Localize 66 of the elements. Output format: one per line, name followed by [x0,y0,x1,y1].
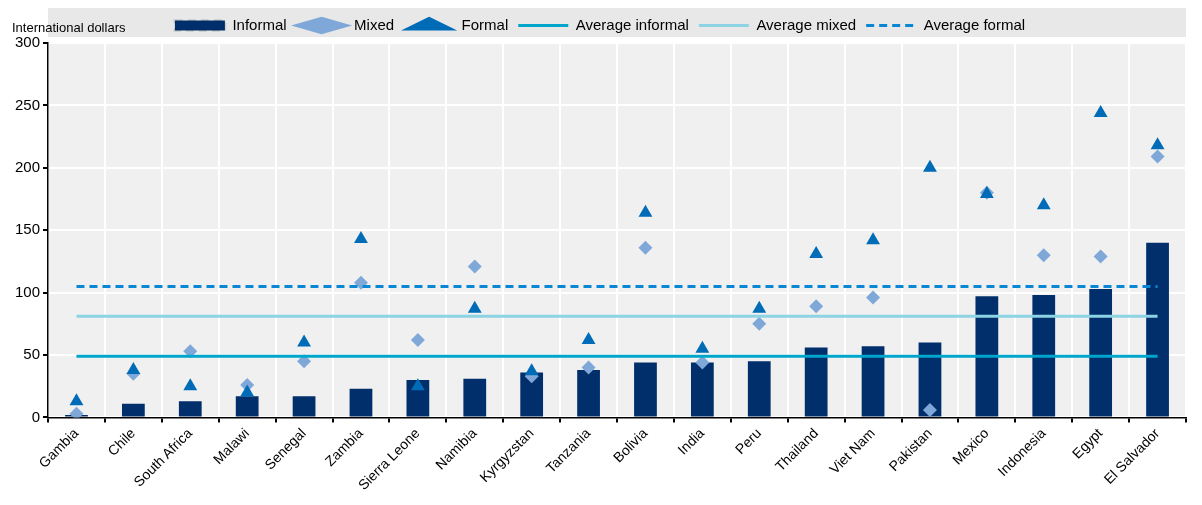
legend-label: Mixed [354,15,395,33]
point [638,240,653,255]
bar [122,403,145,417]
bar [918,342,942,417]
bar [178,401,202,417]
point [467,300,482,313]
point [69,406,84,418]
y-tick-label: 0 [31,407,41,425]
legend-label: Average formal [923,15,1026,33]
point [866,232,880,245]
point [922,402,937,417]
bar [804,347,828,417]
point [524,363,539,376]
point [923,159,937,172]
legend-label: Formal [461,15,509,33]
point [410,378,425,391]
bar [235,396,259,417]
point [752,300,767,313]
y-tick-label: 300 [15,33,41,51]
point [240,384,255,397]
point [1036,197,1051,210]
bar [577,370,600,417]
point [467,259,482,274]
point [353,275,368,290]
y-tick-label: 200 [15,157,41,175]
legend-label: Average informal [575,15,689,33]
point [638,204,653,217]
y-tick-label: 150 [15,220,41,238]
point [1093,104,1108,117]
point [809,245,824,258]
bar [1032,295,1056,417]
y-tick-label: 100 [15,282,41,300]
point [695,355,710,370]
point [1150,149,1165,164]
point [183,378,198,391]
point [581,332,596,345]
bar [349,388,373,417]
legend-label: Informal [232,15,287,33]
y-tick-label: 250 [15,95,41,113]
bar [1146,242,1169,417]
point [410,333,425,348]
point [1036,248,1051,263]
point [1093,249,1108,264]
bar [747,361,771,417]
bar [975,296,999,417]
bar [634,362,657,417]
bar [292,396,316,417]
point [866,290,881,305]
point [752,316,767,331]
point [1150,137,1165,150]
bar [690,362,714,417]
bar [406,379,430,417]
y-axis-title: International dollars [12,20,126,36]
point [69,393,84,406]
y-tick-label: 50 [23,345,41,363]
point [695,340,710,353]
bar [861,346,885,417]
point [354,230,368,243]
bar [520,372,544,417]
legend-label: Average mixed [756,15,857,33]
point [297,334,311,347]
bar [463,378,487,417]
bar [1089,288,1113,417]
point [581,360,596,375]
point [126,362,141,375]
point [809,299,824,314]
